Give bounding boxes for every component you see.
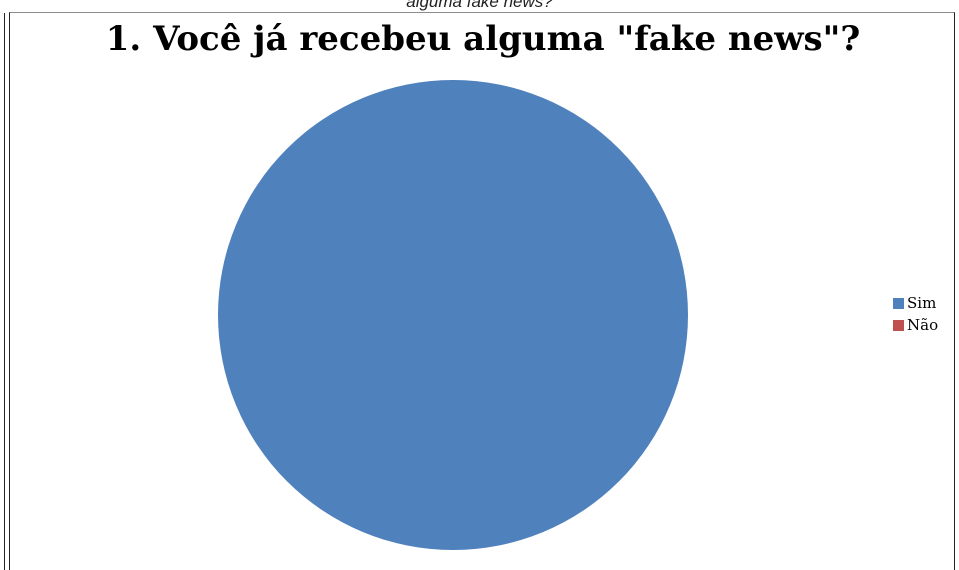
figure-caption: alguma fake news? bbox=[406, 0, 553, 11]
legend-swatch-nao bbox=[893, 319, 904, 331]
legend-item-sim: Sim bbox=[893, 292, 938, 314]
pie-slices bbox=[218, 80, 688, 550]
legend-item-nao: Não bbox=[893, 314, 938, 336]
legend-swatch-sim bbox=[893, 297, 904, 309]
pie-chart bbox=[218, 80, 688, 550]
pie-slice-sim bbox=[218, 80, 688, 550]
legend-label-nao: Não bbox=[907, 316, 939, 334]
chart-title: 1. Você já recebeu alguma "fake news"? bbox=[105, 19, 861, 59]
chart-legend: Sim Não bbox=[893, 292, 938, 336]
legend-label-sim: Sim bbox=[907, 294, 937, 312]
